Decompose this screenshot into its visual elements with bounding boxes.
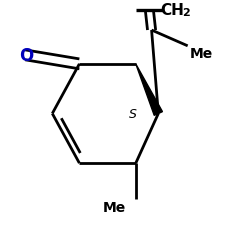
- Text: Me: Me: [190, 47, 213, 61]
- Polygon shape: [136, 64, 162, 115]
- Text: CH: CH: [161, 3, 185, 18]
- Text: O: O: [19, 47, 33, 65]
- Text: S: S: [128, 108, 136, 121]
- Text: 2: 2: [182, 8, 190, 18]
- Text: Me: Me: [103, 201, 126, 215]
